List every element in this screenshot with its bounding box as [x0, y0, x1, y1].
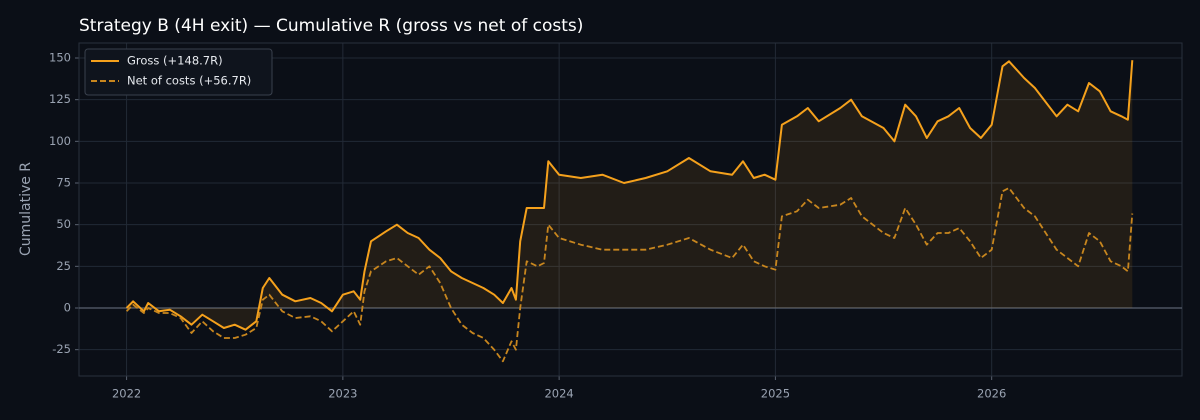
chart-title: Strategy B (4H exit) — Cumulative R (gro… — [79, 16, 583, 36]
legend-box — [84, 48, 273, 96]
x-tick-label: 2022 — [112, 387, 141, 401]
legend-label: Gross (+148.7R) — [127, 54, 223, 68]
series-line — [125, 187, 1134, 363]
y-tick-label: 125 — [49, 92, 71, 106]
x-tick-label: 2026 — [977, 387, 1006, 401]
y-tick-label: 0 — [64, 301, 71, 315]
x-tick-label: 2024 — [544, 387, 573, 401]
x-tick-label: 2025 — [761, 387, 790, 401]
y-axis-label: Cumulative R — [18, 162, 34, 256]
y-tick-label: 100 — [49, 134, 71, 148]
legend-label: Net of costs (+56.7R) — [127, 74, 251, 88]
series-line — [125, 60, 1134, 331]
y-tick-label: 50 — [56, 217, 71, 231]
plot-frame — [78, 42, 1183, 377]
y-tick-label: -25 — [52, 342, 71, 356]
x-tick-label: 2023 — [328, 387, 357, 401]
y-tick-label: 150 — [49, 51, 71, 65]
y-tick-label: 75 — [56, 176, 71, 190]
y-tick-label: 25 — [56, 259, 71, 273]
